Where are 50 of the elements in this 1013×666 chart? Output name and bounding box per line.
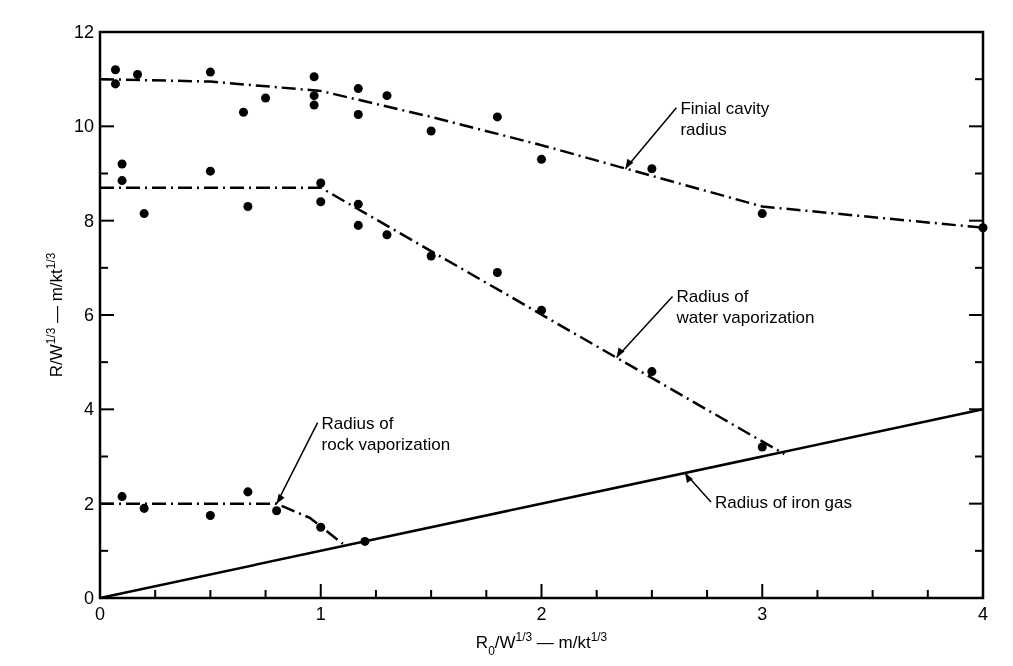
annotation: Radius of water vaporization xyxy=(675,287,815,328)
point xyxy=(647,367,657,377)
point xyxy=(382,230,392,240)
point xyxy=(110,79,120,89)
point xyxy=(353,110,363,120)
point xyxy=(139,503,149,513)
point xyxy=(133,69,143,79)
y-tick-label: 4 xyxy=(83,399,94,420)
point xyxy=(261,93,271,103)
point xyxy=(382,91,392,101)
point xyxy=(426,126,436,136)
point xyxy=(117,176,127,186)
x-tick-label: 2 xyxy=(536,604,547,624)
point xyxy=(243,202,253,212)
point xyxy=(238,107,248,117)
point xyxy=(426,251,436,261)
x-tick-label: 3 xyxy=(757,604,768,624)
point xyxy=(536,154,547,164)
x-tick-label: 1 xyxy=(315,604,326,624)
point xyxy=(647,164,657,174)
point xyxy=(205,510,215,520)
point xyxy=(272,506,282,516)
y-tick-label: 8 xyxy=(83,210,94,231)
point xyxy=(205,67,215,77)
point xyxy=(492,112,502,122)
point xyxy=(110,65,120,75)
point xyxy=(309,72,319,82)
y-tick-label: 6 xyxy=(83,305,94,325)
y-tick-label: 12 xyxy=(73,22,94,42)
point xyxy=(205,166,215,176)
point xyxy=(309,91,319,101)
point xyxy=(117,159,127,169)
point xyxy=(316,197,326,207)
point xyxy=(309,100,319,110)
y-tick-label: 2 xyxy=(83,493,94,514)
annotation: Radius of rock vaporization xyxy=(321,413,451,454)
point xyxy=(316,522,326,532)
point xyxy=(353,84,363,94)
annotation: Finial cavity radius xyxy=(680,98,770,139)
point xyxy=(117,492,127,502)
point xyxy=(353,220,363,230)
y-tick-label: 0 xyxy=(83,588,94,608)
annotation: Radius of iron gas xyxy=(714,493,853,513)
point xyxy=(243,487,253,497)
point xyxy=(492,268,502,278)
x-tick-label: 4 xyxy=(977,604,989,624)
point xyxy=(757,209,767,219)
point xyxy=(139,209,149,219)
y-tick-label: 10 xyxy=(73,116,94,137)
x-axis-title: R$_{0}$/W$^{1/3}$ — m/kt$^{1/3}$ xyxy=(475,630,608,658)
